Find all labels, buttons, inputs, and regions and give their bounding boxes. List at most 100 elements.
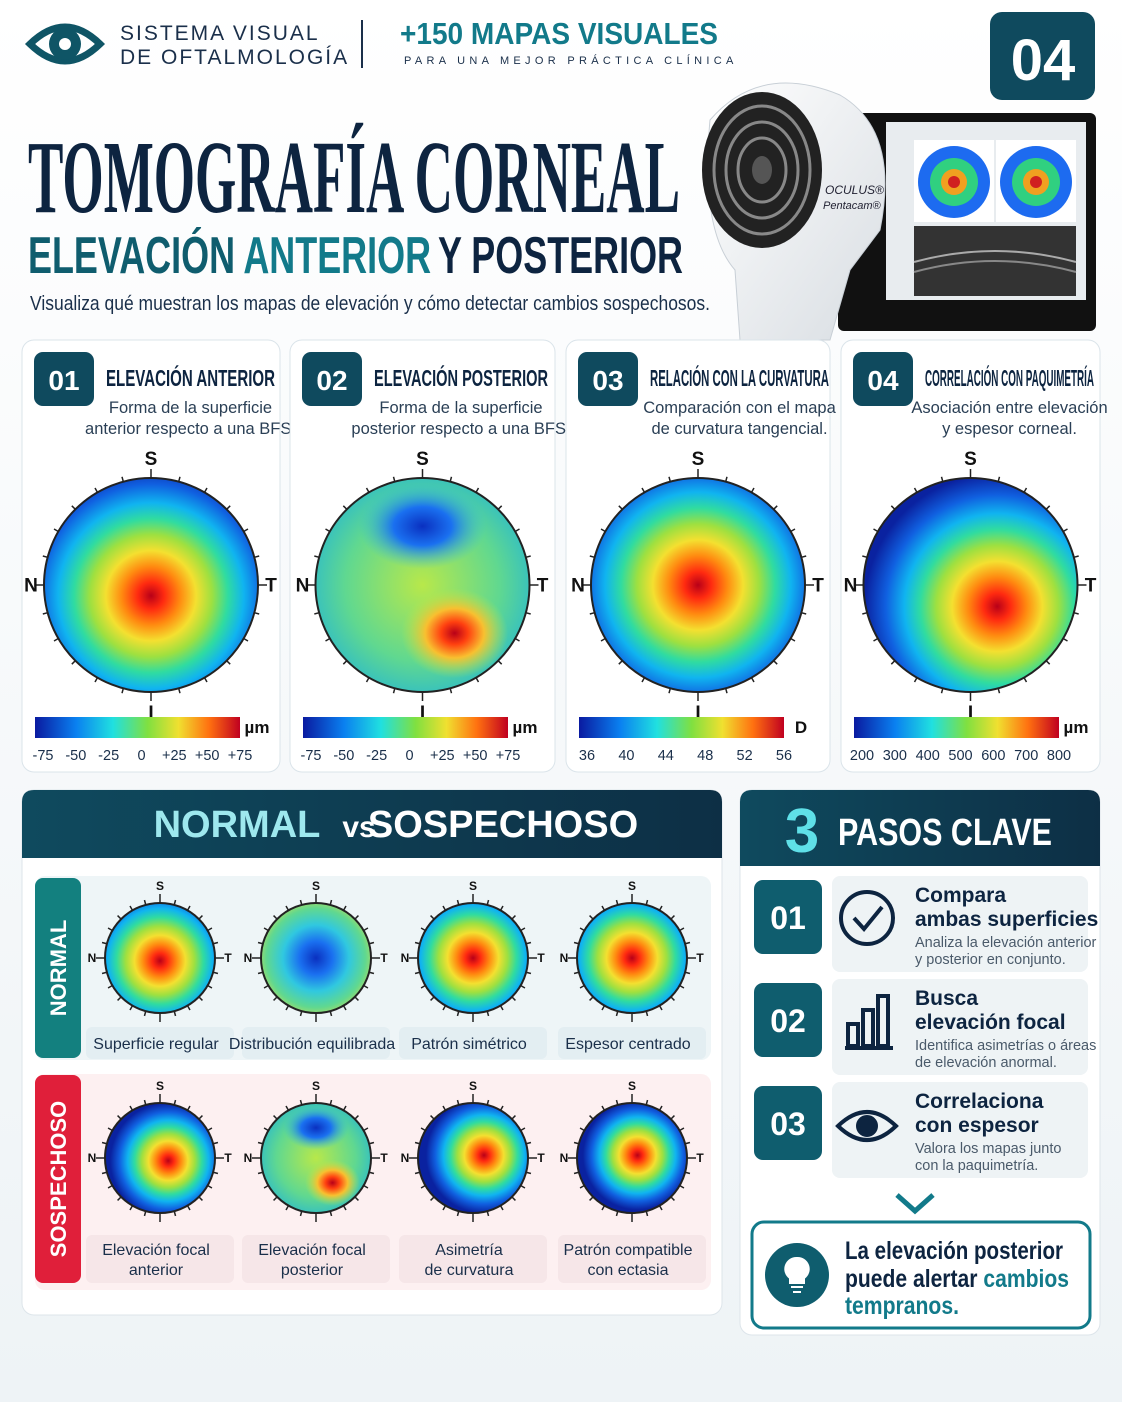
- comparison-title: NORMAL: [154, 804, 321, 846]
- orientation-label: N: [244, 951, 253, 965]
- map-tick: [670, 1115, 675, 1120]
- map-tick: [1062, 637, 1068, 642]
- step-box: [832, 1082, 1088, 1178]
- step-description: con la paquimetría.: [915, 1158, 1038, 1174]
- map-tick: [198, 915, 203, 920]
- map-tick: [363, 984, 369, 989]
- orientation-label: S: [628, 1079, 636, 1093]
- map-tick: [173, 1010, 177, 1017]
- map-tick: [107, 927, 113, 932]
- map-tick: [207, 1127, 213, 1132]
- map-tick: [658, 1205, 663, 1211]
- map-tick: [645, 1099, 649, 1106]
- scale-label: 700: [1014, 748, 1038, 764]
- map-tick: [520, 984, 526, 989]
- map-tick: [285, 905, 290, 911]
- map-tick: [475, 487, 480, 493]
- orientation-label: N: [844, 575, 858, 596]
- orientation-label: S: [312, 879, 320, 893]
- caption: anterior: [129, 1262, 184, 1279]
- heat-map: [577, 903, 687, 1013]
- map-tick: [486, 1210, 490, 1217]
- mini-map: S N T Espesor centrado: [558, 879, 706, 1059]
- orientation-label: T: [265, 575, 277, 596]
- map-tick: [257, 971, 264, 975]
- map-tick: [442, 905, 447, 911]
- caption: Patrón compatible: [564, 1242, 693, 1259]
- map-tick: [420, 984, 426, 989]
- map-tick: [641, 677, 646, 683]
- map-tick: [354, 1115, 359, 1120]
- map-tick: [207, 984, 213, 989]
- map-tick: [257, 1141, 264, 1145]
- badge-number: 04: [1011, 28, 1076, 93]
- map-tick: [414, 1171, 421, 1175]
- map-tick: [368, 1171, 375, 1175]
- map-tick: [177, 476, 181, 482]
- map-tick: [442, 1205, 447, 1211]
- map-tick: [363, 1127, 369, 1132]
- chevron: [895, 1193, 935, 1215]
- map-tick: [658, 1005, 663, 1011]
- map-tick: [668, 476, 672, 482]
- step-description: y posterior en conjunto.: [915, 952, 1066, 968]
- orientation-label: T: [812, 575, 824, 596]
- map-tick: [456, 1010, 460, 1017]
- logo: [24, 23, 106, 65]
- caption: Superficie regular: [93, 1036, 219, 1053]
- card-title: ELEVACIÓN POSTERIOR: [374, 364, 548, 391]
- color-bar: [854, 717, 1059, 738]
- map-tick: [414, 941, 421, 945]
- map-tick: [368, 971, 375, 975]
- map-tick: [801, 611, 807, 615]
- orientation-label: N: [24, 575, 38, 596]
- orientation-label: N: [560, 951, 569, 965]
- map-tick: [1073, 611, 1079, 615]
- map-tick: [273, 1115, 278, 1120]
- map-tick: [420, 927, 426, 932]
- map-tick: [589, 1196, 594, 1201]
- map-tick: [1023, 487, 1028, 493]
- map-tick: [143, 1010, 147, 1017]
- card-number: 01: [48, 365, 79, 396]
- mini-map: S N T Patrón simétrico: [399, 879, 547, 1059]
- map-tick: [107, 1127, 113, 1132]
- map-tick: [173, 899, 177, 906]
- orientation-label: S: [964, 449, 977, 470]
- map-tick: [117, 915, 122, 920]
- scale-label: 800: [1047, 748, 1071, 764]
- caption: con ectasia: [588, 1262, 669, 1279]
- heat-map: [591, 478, 805, 692]
- orientation-label: S: [156, 879, 164, 893]
- step-description: Valora los mapas junto: [915, 1141, 1061, 1157]
- orientation-label: N: [560, 1151, 569, 1165]
- card-description: Comparación con el mapa: [643, 399, 836, 417]
- map-tick: [511, 996, 516, 1001]
- brand-line: DE OFTALMOLOGÍA: [120, 46, 349, 69]
- map-tick: [1073, 555, 1079, 559]
- map-tick: [71, 505, 76, 510]
- map-tick: [203, 487, 208, 493]
- map-tick: [940, 476, 944, 482]
- map-tick: [354, 1196, 359, 1201]
- caption-box: [86, 1235, 234, 1283]
- map-tick: [497, 660, 503, 665]
- map-tick: [573, 1171, 580, 1175]
- card-title: CORRELACIÓN CON PAQUIMETRÍA: [925, 364, 1094, 391]
- orientation-label: S: [312, 1079, 320, 1093]
- map-tick: [299, 1210, 303, 1217]
- scale-label: 200: [850, 748, 874, 764]
- map-tick: [243, 528, 249, 533]
- map-tick: [589, 555, 595, 559]
- scale-label: -75: [301, 748, 322, 764]
- map-tick: [299, 1099, 303, 1106]
- cards: 01 ELEVACIÓN ANTERIOR Forma de la superfic…: [21, 339, 1108, 773]
- card-description: Asociación entre elevación: [911, 399, 1107, 417]
- map-tick: [525, 1171, 532, 1175]
- map-tick: [589, 915, 594, 920]
- scale-label: -50: [333, 748, 354, 764]
- map-tick: [299, 899, 303, 906]
- caption: posterior: [281, 1262, 344, 1279]
- map-tick: [641, 487, 646, 493]
